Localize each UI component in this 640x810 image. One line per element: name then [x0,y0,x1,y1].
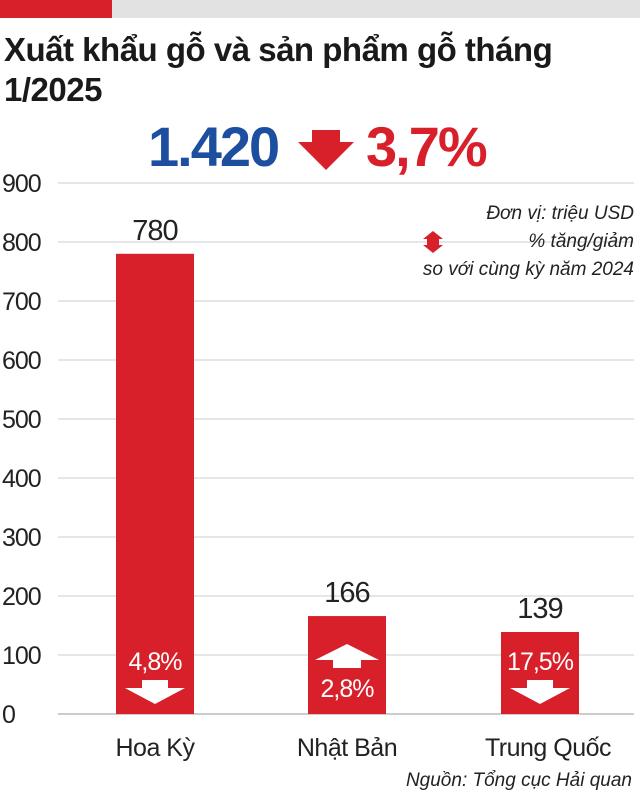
headline-change: 3,7% [366,115,488,178]
y-tick-label: 500 [2,406,41,434]
change-label: 4,8% [129,648,183,676]
y-tick-label: 900 [2,170,41,198]
bar-chart: 0 100 200 300 400 500 600 700 800 900 780 Hoa Kỳ 4,8… [2,170,634,762]
legend-change-note: so với cùng kỳ năm 2024 [422,259,634,280]
y-tick-label: 400 [2,465,41,493]
chart-title: Xuất khẩu gỗ và sản phẩm gỗ tháng 1/2025 [4,31,553,108]
arrow-down-icon [125,680,185,704]
bar-value-label: 139 [517,593,562,625]
legend: Đơn vị: triệu USD % tăng/giảm so với cùn… [422,200,634,284]
y-tick-label: 700 [2,288,41,316]
y-tick-label: 800 [2,229,41,257]
y-tick-label: 600 [2,347,41,375]
arrow-up-icon [315,644,379,668]
change-label: 2,8% [321,675,375,703]
change-label: 17,5% [507,648,574,676]
legend-change-label: % tăng/giảm [528,231,634,252]
x-category-label: Nhật Bản [297,734,397,762]
headline-total: 1.420 [148,115,280,178]
x-category-label: Hoa Kỳ [116,734,196,762]
bar-value-label: 166 [324,577,369,609]
legend-unit: Đơn vị: triệu USD [486,203,634,224]
y-tick-label: 200 [2,583,41,611]
bar [116,253,194,715]
arrow-down-icon [298,130,354,170]
y-tick-label: 0 [2,701,15,729]
headline: 1.420 3,7% [0,112,640,182]
up-down-arrow-icon [422,231,443,253]
top-bar [0,0,640,18]
x-category-label: Trung Quốc [485,734,611,762]
top-bar-accent [0,0,112,18]
arrow-down-icon [510,680,570,704]
y-tick-label: 100 [2,642,41,670]
legend-change-row: % tăng/giảm [422,228,634,256]
y-tick-label: 300 [2,524,41,552]
bar-value-label: 780 [132,215,177,247]
source-note: Nguồn: Tổng cục Hải quan [405,770,632,791]
